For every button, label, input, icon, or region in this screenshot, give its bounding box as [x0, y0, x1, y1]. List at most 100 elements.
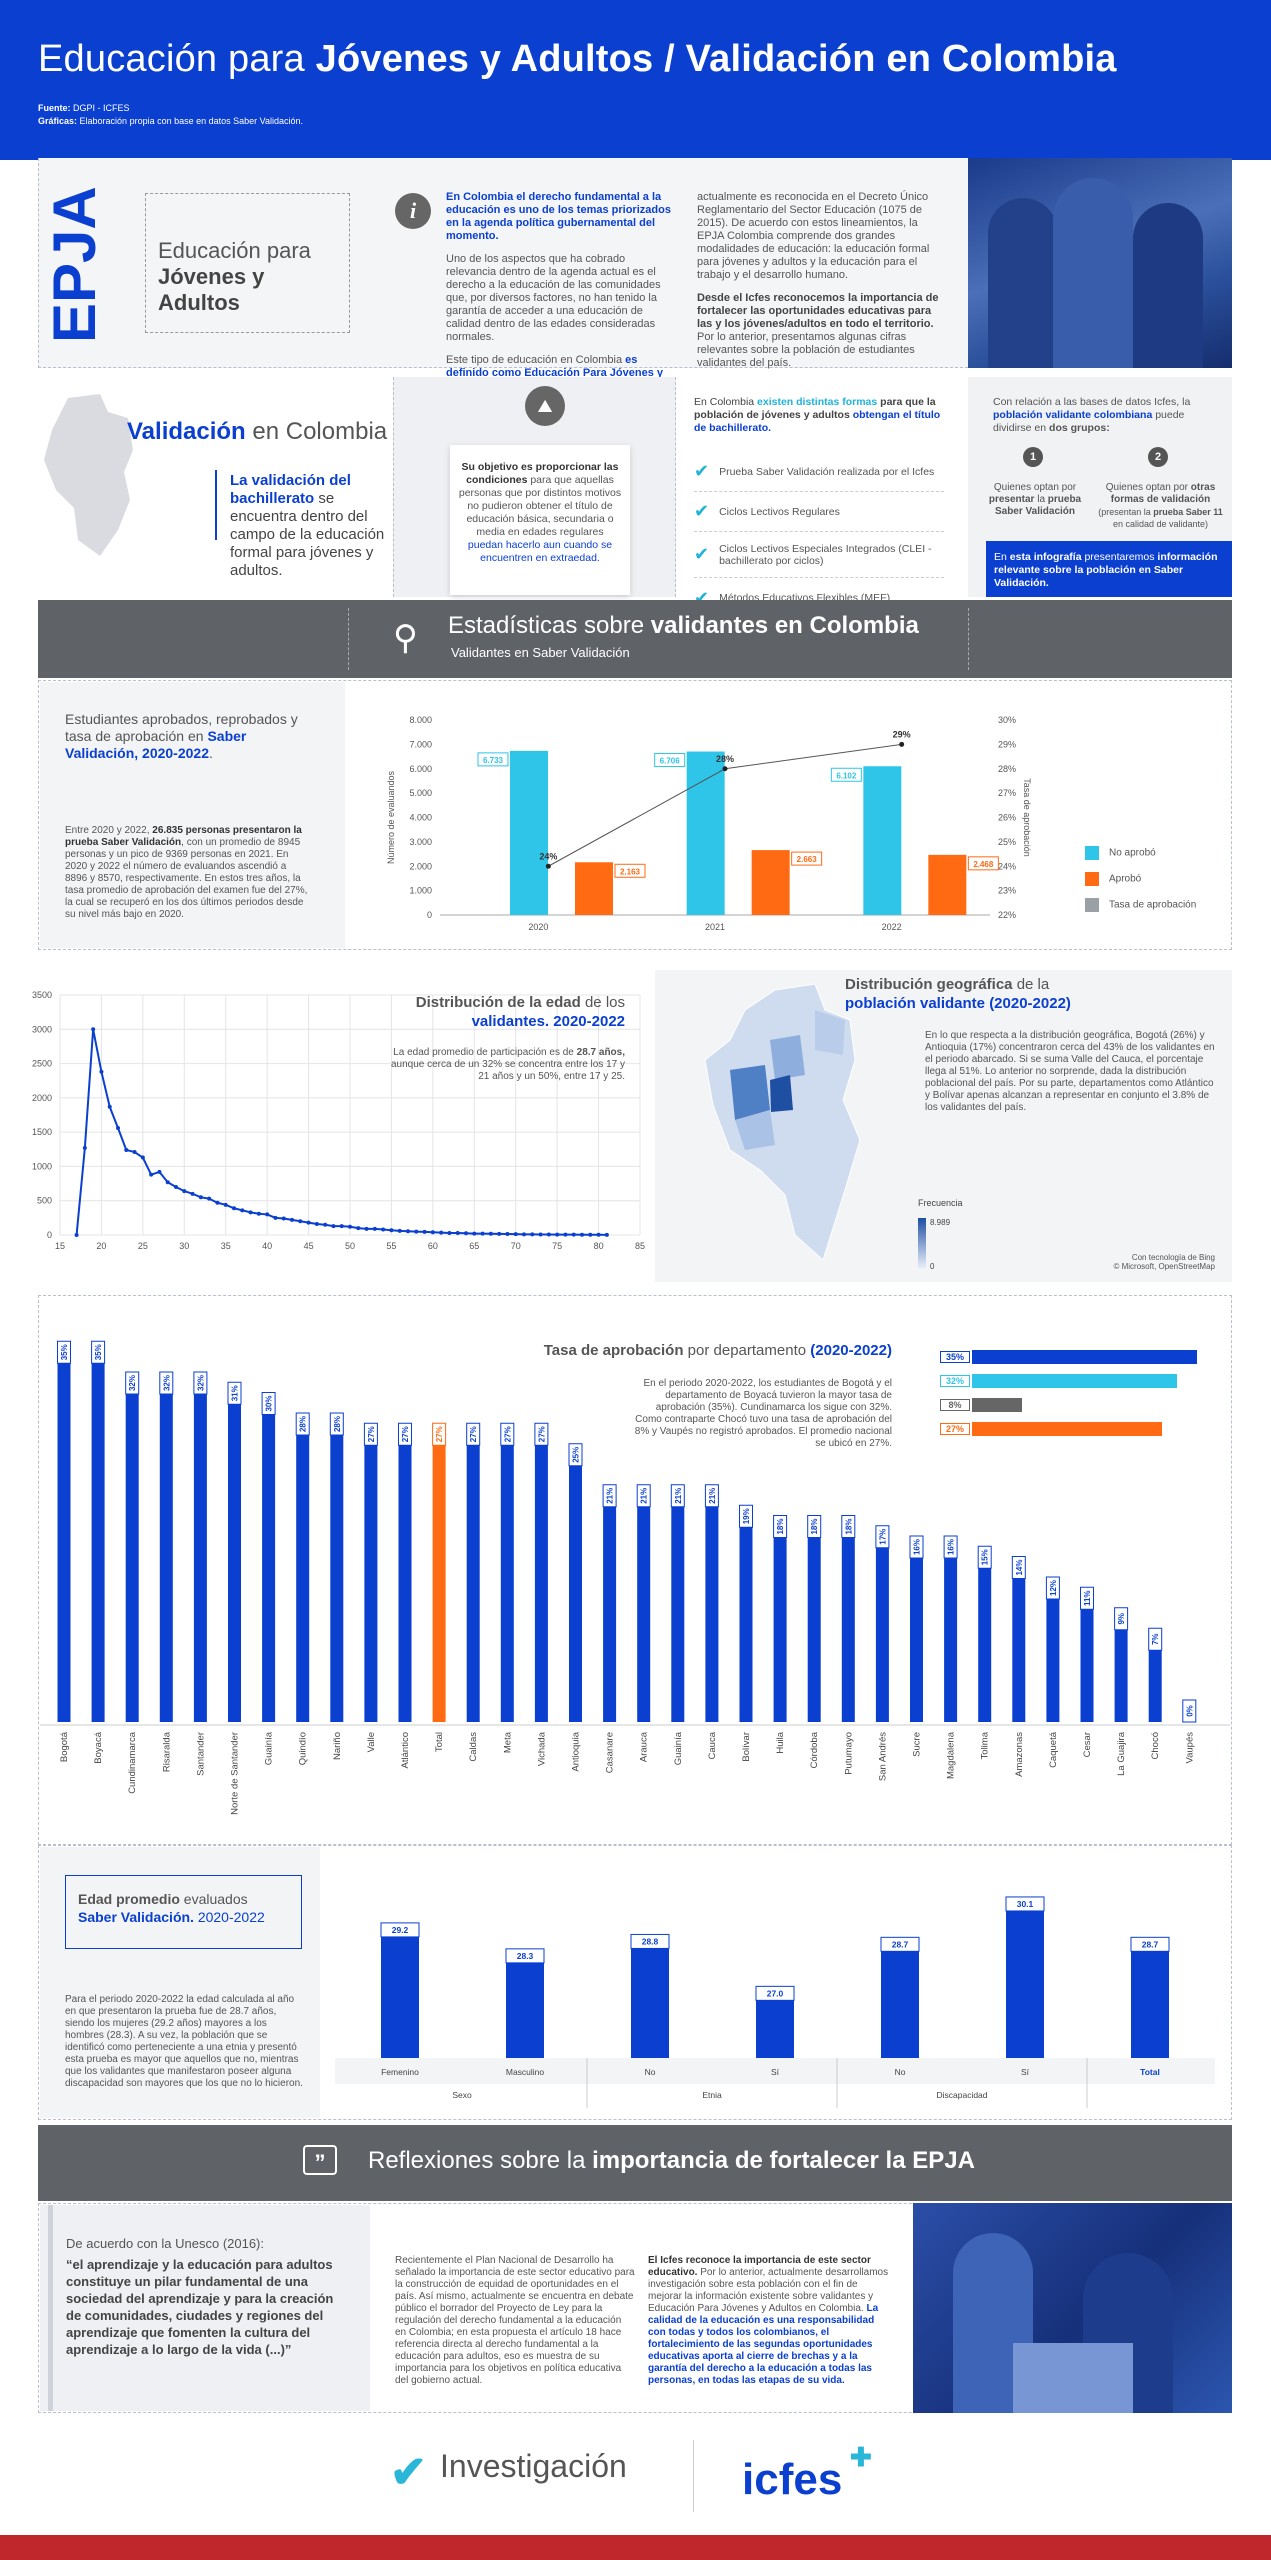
label-box [1182, 1699, 1197, 1723]
avg-age-value: 29.2 [392, 1925, 409, 1935]
approved-text-panel [40, 682, 345, 948]
age-point [497, 1231, 502, 1236]
dept-bar [159, 1394, 173, 1722]
check-icon: ✔ [694, 544, 710, 564]
label-box [654, 753, 686, 768]
form-item: ✔ Ciclos Lectivos Regulares [694, 492, 944, 532]
dept-bar [910, 1558, 923, 1722]
dept-name-label: Bogotá [59, 1731, 70, 1762]
age-point [447, 1230, 452, 1235]
avg-age-bar [881, 1951, 919, 2058]
icfes-logo: icfes [742, 2455, 843, 2504]
x-tick-label: 15 [55, 1241, 65, 1251]
bar-no-aprobo [510, 750, 548, 915]
dept-name-label: Córdoba [809, 1731, 820, 1768]
quote-accent [48, 2205, 53, 2411]
forms-intro: En Colombia existen distintas formas par… [694, 396, 941, 434]
avg-age-value: 28.7 [1142, 1939, 1159, 1949]
quote-text: “el aprendizaje y la educación para adul… [66, 2257, 334, 2357]
x-tick-label: 2022 [882, 922, 902, 932]
geo-text: En lo que respecta a la distribución geo… [925, 1030, 1215, 1113]
dept-bar [466, 1445, 480, 1722]
students-photo [968, 158, 1232, 368]
dept-value-label: 9% [1117, 1613, 1126, 1625]
dept-bar [330, 1435, 344, 1722]
category-label: No [895, 2067, 906, 2077]
age-point [555, 1232, 560, 1237]
check-icon: ✔ [694, 461, 710, 481]
category-label: Total [1140, 2067, 1160, 2077]
bar-label: 6.706 [660, 757, 681, 766]
x-tick-label: 30 [179, 1241, 189, 1251]
epja-title-2: Jóvenes y Adultos [158, 264, 265, 315]
rate-label: 28% [716, 754, 734, 764]
y-tick-label: 3000 [32, 1024, 52, 1034]
quote-intro: De acuerdo con la Unesco (2016): [66, 2236, 265, 2251]
reflex-band: ” Reflexiones sobre la importancia de fo… [38, 2125, 1232, 2201]
age-point [604, 1232, 609, 1237]
dept-name-label: Casanare [605, 1732, 616, 1773]
dept-name-label: Vichada [536, 1731, 547, 1766]
category-label: Masculino [506, 2067, 545, 2077]
label-box [630, 1933, 670, 1949]
age-point [91, 1027, 96, 1032]
rate-point [545, 863, 551, 869]
age-point [240, 1208, 245, 1213]
label-box [830, 767, 862, 782]
dept-name-label: Santander [195, 1732, 206, 1776]
search-icon: ⚲ [393, 619, 418, 657]
avg-age-bar [756, 2000, 794, 2058]
label-box [193, 1371, 208, 1395]
dept-bar [228, 1404, 241, 1722]
age-point [182, 1189, 187, 1194]
footer-divider [693, 2440, 694, 2512]
avg-age-bar [1131, 1951, 1169, 2058]
dept-value-label: 27% [401, 1426, 410, 1442]
label-box [739, 1504, 753, 1528]
bar-aprobo [575, 862, 613, 915]
dept-name-label: Magdalena [946, 1731, 957, 1779]
dept-bar [1046, 1599, 1060, 1722]
y2-tick-label: 29% [998, 739, 1016, 749]
age-dist-title: Distribución de la edad de los validante… [415, 994, 625, 1030]
dept-name-label: San Andrés [877, 1732, 888, 1781]
label-box [791, 851, 823, 866]
forms-list: ✔ Prueba Saber Validación realizada por e… [694, 452, 944, 618]
age-point [406, 1229, 410, 1234]
age-point [265, 1212, 270, 1217]
epja-title-1: Educación para [158, 238, 311, 263]
dept-name-label: La Guajira [1116, 1731, 1127, 1776]
dept-bar [125, 1394, 139, 1722]
epja-p2: Uno de los aspectos que ha cobrado relev… [446, 253, 661, 343]
y2-tick-label: 23% [998, 886, 1016, 896]
age-point [389, 1228, 394, 1233]
dept-value-label: 21% [674, 1488, 683, 1504]
avg-age-bar [631, 1948, 669, 2058]
dept-name-label: Antioquia [571, 1731, 582, 1771]
dept-bar [603, 1506, 617, 1722]
label-box [670, 1484, 685, 1508]
x-tick-label: 25 [138, 1241, 148, 1251]
age-point [472, 1231, 477, 1236]
dept-bar [432, 1445, 446, 1722]
age-point [298, 1219, 303, 1224]
label-box [943, 1535, 958, 1559]
label-box [807, 1515, 822, 1538]
label-box [380, 1922, 420, 1938]
epja-col2: actualmente es reconocida en el Decreto … [697, 191, 947, 370]
age-point [306, 1220, 311, 1225]
y2-tick-label: 22% [998, 910, 1016, 920]
dept-name-label: Guainía [264, 1731, 275, 1765]
dept-value-label: 27% [537, 1426, 546, 1442]
label-box [1130, 1936, 1170, 1952]
age-point [232, 1206, 236, 1211]
dept-name-label: Bolívar [741, 1732, 752, 1762]
validacion-accent-line [215, 470, 217, 540]
age-point [356, 1226, 361, 1231]
avg-age-value: 28.8 [642, 1936, 659, 1946]
stats-band-title: Estadísticas sobre validantes en Colombi… [448, 612, 919, 639]
group-label: Discapacidad [936, 2090, 987, 2100]
age-point [207, 1196, 212, 1201]
dept-value-label: 35% [60, 1344, 69, 1360]
dept-value-label: 0% [1185, 1705, 1194, 1717]
